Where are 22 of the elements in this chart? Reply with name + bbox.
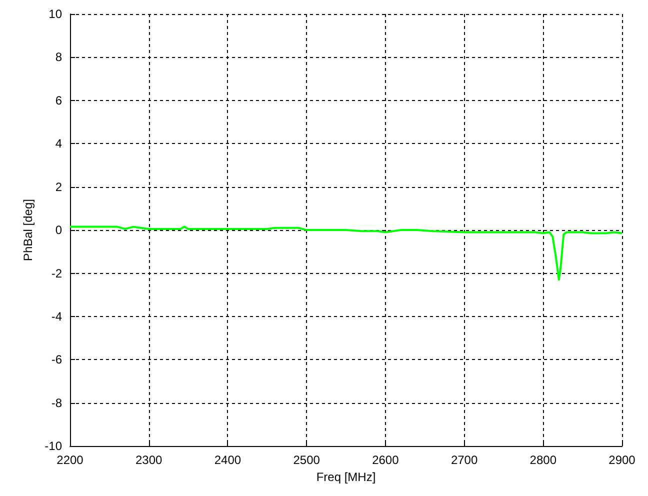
y-tick-label: 0 xyxy=(55,223,62,238)
x-tick-label: 2400 xyxy=(214,453,242,468)
x-tick-label: 2800 xyxy=(530,453,557,468)
y-tick-label: -4 xyxy=(51,309,62,324)
y-tick-label: -2 xyxy=(51,266,62,280)
y-tick-label: -6 xyxy=(51,352,62,367)
y-tick-label: 4 xyxy=(55,136,62,151)
y-tick-label: -8 xyxy=(51,396,62,410)
x-tick-label: 2500 xyxy=(293,453,320,468)
x-tick-label: 2700 xyxy=(450,453,478,468)
y-tick-label: 6 xyxy=(55,93,62,108)
line-series xyxy=(69,226,623,281)
y-tick-label: 2 xyxy=(55,180,62,194)
x-tick-label: 2200 xyxy=(56,453,84,468)
x-axis-title: Freq [MHz] xyxy=(316,470,376,484)
y-axis-title: PhBal [deg] xyxy=(20,199,35,262)
y-tick-label: 8 xyxy=(55,50,62,64)
y-tick-label: -10 xyxy=(44,439,62,454)
x-tick-label: 2900 xyxy=(608,453,636,468)
y-tick-label: 10 xyxy=(48,7,62,21)
x-tick-label: 2600 xyxy=(372,453,400,468)
x-tick-label: 2300 xyxy=(136,453,163,468)
